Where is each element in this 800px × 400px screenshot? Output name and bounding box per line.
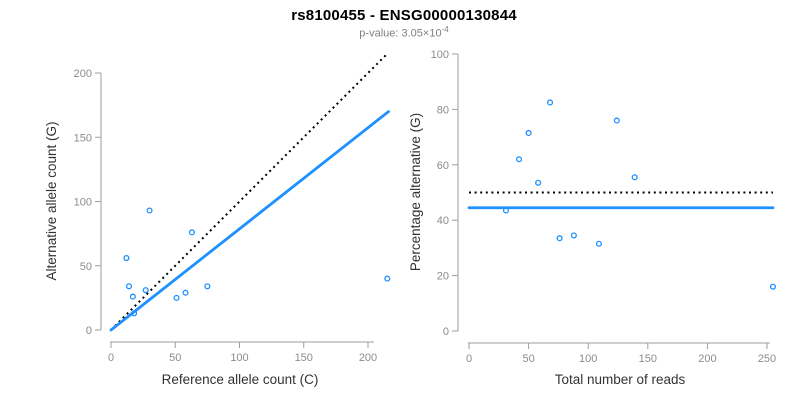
y-tick-label: 100	[431, 49, 449, 61]
data-point	[631, 174, 638, 181]
x-tick-label: 150	[639, 353, 657, 365]
y-tick-label: 40	[437, 215, 449, 227]
data-point	[384, 275, 391, 282]
data-point	[131, 310, 138, 317]
x-axis-title: Reference allele count (C)	[162, 372, 319, 387]
data-point	[556, 235, 563, 242]
data-point	[535, 179, 542, 186]
y-axis-title: Percentage alternative (G)	[408, 113, 423, 271]
y-tick-label: 80	[437, 104, 449, 116]
x-tick-label: 150	[295, 352, 313, 364]
data-point	[204, 283, 211, 290]
identity-line	[110, 54, 387, 331]
x-tick-label: 250	[758, 353, 776, 365]
pvalue-text: p-value: 3.05×10	[359, 27, 442, 40]
x-tick-label: 0	[108, 352, 114, 364]
data-point	[570, 232, 577, 239]
data-point	[769, 283, 777, 290]
y-tick-label: 0	[443, 326, 449, 338]
figure-subtitle: p-value: 3.05×10-4	[8, 25, 800, 40]
data-point	[547, 99, 554, 106]
data-point	[182, 289, 189, 296]
y-axis-title: Alternative allele count (G)	[44, 121, 59, 280]
y-tick-label: 150	[74, 132, 92, 144]
data-point	[146, 207, 153, 214]
x-tick-label: 50	[522, 353, 534, 365]
data-point	[173, 294, 180, 301]
data-point	[123, 254, 130, 262]
x-tick-label: 100	[230, 352, 248, 364]
y-tick-label: 50	[80, 261, 92, 273]
y-tick-label: 200	[74, 68, 92, 80]
pvalue-exponent: -4	[441, 25, 449, 34]
data-point	[125, 283, 133, 290]
data-point	[613, 117, 620, 124]
data-point	[502, 207, 510, 214]
data-point	[595, 240, 602, 247]
data-point	[142, 287, 149, 294]
x-tick-label: 100	[579, 353, 597, 365]
x-tick-label: 200	[698, 353, 716, 365]
data-point	[525, 129, 532, 136]
y-tick-label: 20	[437, 271, 449, 283]
y-tick-label: 60	[437, 160, 449, 172]
x-axis-title: Total number of reads	[555, 372, 686, 387]
figure-title: rs8100455 - ENSG00000130844	[291, 7, 517, 24]
x-tick-label: 0	[466, 353, 472, 365]
y-tick-label: 0	[86, 325, 92, 337]
fit-line	[109, 110, 390, 332]
y-tick-label: 100	[74, 197, 92, 209]
data-point	[129, 293, 136, 300]
x-tick-label: 200	[359, 352, 377, 364]
data-point	[188, 229, 196, 236]
data-point	[516, 156, 523, 163]
x-tick-label: 50	[169, 352, 181, 364]
